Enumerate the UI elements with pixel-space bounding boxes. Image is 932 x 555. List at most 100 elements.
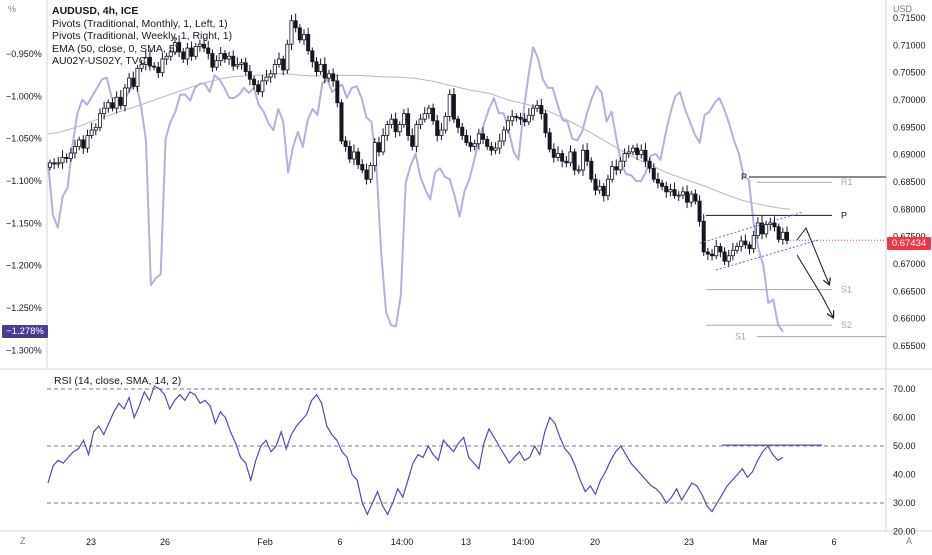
candle-down <box>81 139 86 149</box>
legend-ema[interactable]: EMA (50, close, 0, SMA, 5) <box>52 42 179 55</box>
rsi-line <box>47 385 784 516</box>
candle-up <box>48 162 53 168</box>
candle-up <box>501 129 506 142</box>
candle-up <box>526 114 531 123</box>
candle-up <box>260 80 265 93</box>
candle-down <box>343 140 348 147</box>
price-tick-label: 0.65500 <box>893 341 926 351</box>
candle-down <box>52 162 57 165</box>
overlay-tick-label: −1.050% <box>6 134 42 144</box>
candle-up <box>218 53 223 62</box>
candle-down <box>210 53 215 68</box>
legend-pivots-monthly[interactable]: Pivots (Traditional, Monthly, 1, Left, 1… <box>52 17 228 30</box>
candle-down <box>152 65 157 68</box>
candle-down <box>785 231 790 241</box>
candle-up <box>622 153 627 162</box>
candle-up <box>368 165 373 180</box>
candle-up <box>381 135 386 153</box>
candle-up <box>764 224 769 235</box>
candle-up <box>472 143 477 147</box>
candle-down <box>547 132 552 150</box>
candle-down <box>451 94 456 120</box>
time-tick-label: 26 <box>160 537 170 547</box>
candle-up <box>77 139 82 147</box>
candle-down <box>131 77 136 87</box>
candle-down <box>743 240 748 246</box>
candle-down <box>485 138 490 147</box>
overlay-tick-label: −1.150% <box>6 218 42 228</box>
candle-up <box>676 194 681 197</box>
candle-up <box>164 55 169 60</box>
candle-down <box>435 120 440 136</box>
candle-down <box>347 146 352 160</box>
candle-up <box>235 64 240 67</box>
candle-up <box>106 102 111 109</box>
time-tick-label: 14:00 <box>512 537 535 547</box>
pivot-label: R1 <box>841 177 853 187</box>
candle-up <box>626 151 631 154</box>
candle-up <box>580 149 585 171</box>
candle-down <box>247 71 252 80</box>
candle-up <box>576 169 581 172</box>
candle-down <box>672 189 677 197</box>
rsi-legend[interactable]: RSI (14, close, SMA, 14, 2) <box>54 375 182 387</box>
candle-up <box>143 56 148 65</box>
candle-up <box>135 67 140 87</box>
auto-scale-button[interactable]: A <box>906 536 913 546</box>
candle-down <box>360 164 365 171</box>
candle-down <box>585 149 590 162</box>
candle-up <box>397 124 402 133</box>
candle-down <box>110 102 115 109</box>
candle-up <box>768 222 773 226</box>
timezone-button[interactable]: Z <box>20 536 26 546</box>
candle-down <box>306 33 311 52</box>
price-tick-label: 0.68000 <box>893 204 926 214</box>
candle-up <box>714 246 719 257</box>
candle-down <box>710 253 715 257</box>
candle-up <box>214 60 219 68</box>
candle-down <box>481 133 486 140</box>
candle-down <box>406 113 411 136</box>
candle-up <box>630 147 635 153</box>
pivot-label: P <box>841 210 847 220</box>
candle-down <box>468 142 473 147</box>
overlay-tick-label: −1.000% <box>6 91 42 101</box>
candle-down <box>464 135 469 144</box>
legend-overlay[interactable]: AU02Y-US02Y, TVC <box>52 55 147 67</box>
candle-up <box>93 126 98 131</box>
candle-up <box>372 142 377 166</box>
candle-up <box>85 135 90 149</box>
candle-up <box>447 94 452 117</box>
rsi-tick-label: 50.00 <box>893 441 916 451</box>
time-tick-label: 13 <box>461 537 471 547</box>
pivot-label: S1 <box>841 285 852 295</box>
rsi-tick-label: 60.00 <box>893 413 916 423</box>
candle-down <box>335 80 340 104</box>
candle-down <box>705 251 710 255</box>
candle-down <box>635 147 640 156</box>
overlay-tick-label: −1.250% <box>6 303 42 313</box>
wedge-upper-line <box>699 211 804 244</box>
rsi-tick-label: 40.00 <box>893 470 916 480</box>
candle-up <box>168 51 173 57</box>
candle-up <box>326 73 331 79</box>
candle-down <box>776 226 781 240</box>
candle-up <box>264 76 269 82</box>
candle-down <box>760 222 765 235</box>
candle-up <box>60 156 65 164</box>
price-tick-label: 0.69500 <box>893 122 926 132</box>
legend-symbol[interactable]: AUDUSD, 4h, ICE <box>52 5 139 17</box>
candle-up <box>385 124 390 136</box>
candle-down <box>356 151 361 165</box>
candle-down <box>543 113 548 134</box>
candle-down <box>660 182 665 187</box>
candle-up <box>401 113 406 125</box>
legend-pivots-weekly[interactable]: Pivots (Traditional, Weekly, 1, Right, 1… <box>52 30 233 42</box>
wedge-lower-line <box>715 239 819 271</box>
candle-up <box>780 231 785 240</box>
candle-down <box>522 118 527 123</box>
time-tick-label: 14:00 <box>391 537 414 547</box>
candle-down <box>539 105 544 115</box>
